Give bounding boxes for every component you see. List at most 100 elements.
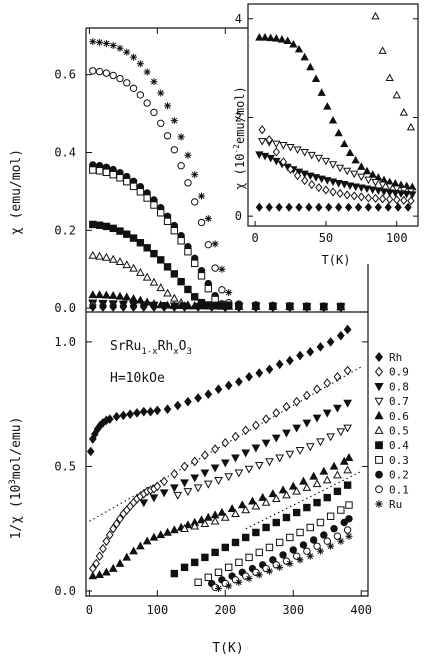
lower-point-0.5 <box>251 501 261 510</box>
upper-point-0.1 <box>197 218 206 227</box>
formula-rh: Rh <box>158 339 174 354</box>
lower-point-Ru <box>245 575 253 583</box>
inset-point-Rh <box>374 202 382 212</box>
inset-point-0.8 <box>351 183 360 192</box>
lower-point-0.4 <box>313 498 321 507</box>
lower-point-0.1 <box>333 532 342 540</box>
inset-point-0.8 <box>306 172 315 181</box>
inset-point-0.8 <box>255 151 264 159</box>
lower-point-0.9 <box>221 437 230 448</box>
lower-point-0.6 <box>135 541 145 550</box>
inset-point-Rh <box>404 202 412 212</box>
inset-point-0.7 <box>378 181 387 190</box>
upper-point-0.3 <box>184 247 192 256</box>
lower-point-0.8 <box>271 434 281 443</box>
lower-point-0.7 <box>316 438 325 447</box>
lower-point-0.6 <box>299 476 308 485</box>
inset-point-0.8 <box>379 188 389 196</box>
lower-point-0.9 <box>343 365 352 376</box>
lower-point-0.6 <box>95 570 104 579</box>
lower-point-0.8 <box>333 404 342 413</box>
formula-sr: SrRu <box>110 339 141 354</box>
lower-point-0.9 <box>105 530 114 540</box>
inset-point-Rh <box>295 202 303 212</box>
upper-point-0.5 <box>163 288 172 297</box>
lower-x-tick-label: 0 <box>86 603 93 617</box>
inset-point-0.9 <box>329 187 337 197</box>
lower-point-0.9 <box>292 396 301 407</box>
upper-point-Ru <box>204 215 212 223</box>
lower-y-label-sup: 3 <box>8 479 18 484</box>
lower-series-0.9 <box>88 365 352 574</box>
inset-point-0.6 <box>368 170 377 178</box>
upper-point-0.4 <box>136 239 145 247</box>
lower-point-0.8 <box>190 474 200 483</box>
lower-point-0.9 <box>241 425 250 436</box>
upper-point-0.3 <box>204 284 213 293</box>
inset-point-0.7 <box>364 176 373 185</box>
inset-y-label-rest: emu/mol) <box>233 86 247 144</box>
lower-point-0.6 <box>88 571 98 580</box>
inset-point-0.9 <box>293 171 302 181</box>
upper-point-Rh <box>88 302 97 312</box>
lower-point-0.9 <box>160 476 168 487</box>
lower-point-Ru <box>345 532 353 540</box>
inset-point-0.8 <box>272 157 281 166</box>
inset-panel: 0 2 4 0 50 100 <box>235 3 419 245</box>
inset-point-0.6 <box>345 148 355 157</box>
inset-point-0.7 <box>335 164 345 173</box>
upper-point-0.4 <box>89 220 97 229</box>
lower-point-0.2 <box>269 556 277 564</box>
upper-point-Rh <box>119 302 128 312</box>
inset-series-0.8 <box>255 151 417 199</box>
inset-point-0.8 <box>402 190 411 199</box>
inset-point-0.9 <box>308 180 316 190</box>
lower-point-0.7 <box>275 454 285 463</box>
lower-point-0.4 <box>333 487 342 496</box>
legend-marker-0.4 <box>375 441 383 450</box>
lower-x-tick-label: 300 <box>282 603 304 617</box>
upper-point-0.4 <box>123 230 131 238</box>
lower-x-tick-label: 100 <box>147 603 169 617</box>
upper-point-Rh <box>194 302 202 312</box>
inset-point-0.9 <box>386 194 394 204</box>
inset-point-0.8 <box>334 180 343 188</box>
lower-point-0.6 <box>102 567 111 576</box>
upper-point-0.1 <box>102 69 111 77</box>
lower-point-0.6 <box>237 500 247 509</box>
upper-point-Rh <box>160 302 168 312</box>
inset-point-0.8 <box>323 177 332 185</box>
legend-label-Rh: Rh <box>389 351 402 364</box>
lower-series-Rh <box>86 324 352 457</box>
lower-point-Rh <box>112 411 121 422</box>
upper-point-0.4 <box>157 256 165 264</box>
upper-point-0.1 <box>163 132 172 140</box>
inset-y-tick-label: 4 <box>235 12 242 26</box>
lower-point-0.8 <box>169 484 179 493</box>
inset-x-tick-label: 0 <box>251 231 258 245</box>
inset-point-0.6 <box>300 52 309 61</box>
lower-point-0.5 <box>292 486 302 495</box>
upper-point-0.3 <box>109 170 117 179</box>
lower-point-0.2 <box>279 551 287 559</box>
lower-point-0.9 <box>313 384 321 395</box>
upper-point-0.1 <box>89 67 97 75</box>
inset-series-0.5 <box>371 11 416 131</box>
lower-point-0.7 <box>173 491 183 500</box>
lower-point-0.4 <box>262 523 270 532</box>
lower-point-0.6 <box>248 496 257 505</box>
lower-x-tick-label: 200 <box>214 603 236 617</box>
lower-point-0.1 <box>323 537 331 545</box>
upper-point-0.3 <box>89 166 97 174</box>
lower-series-0.2 <box>208 515 353 588</box>
inset-point-0.8 <box>357 184 366 193</box>
legend-marker-0.7 <box>374 397 384 407</box>
lower-point-0.8 <box>282 429 291 438</box>
upper-point-0.1 <box>143 99 151 107</box>
lower-point-0.1 <box>343 526 352 534</box>
lower-point-0.5 <box>200 519 210 527</box>
lower-point-0.3 <box>345 501 353 509</box>
upper-point-0.3 <box>116 174 124 182</box>
inset-point-0.9 <box>265 135 273 145</box>
upper-point-0.4 <box>109 224 117 233</box>
